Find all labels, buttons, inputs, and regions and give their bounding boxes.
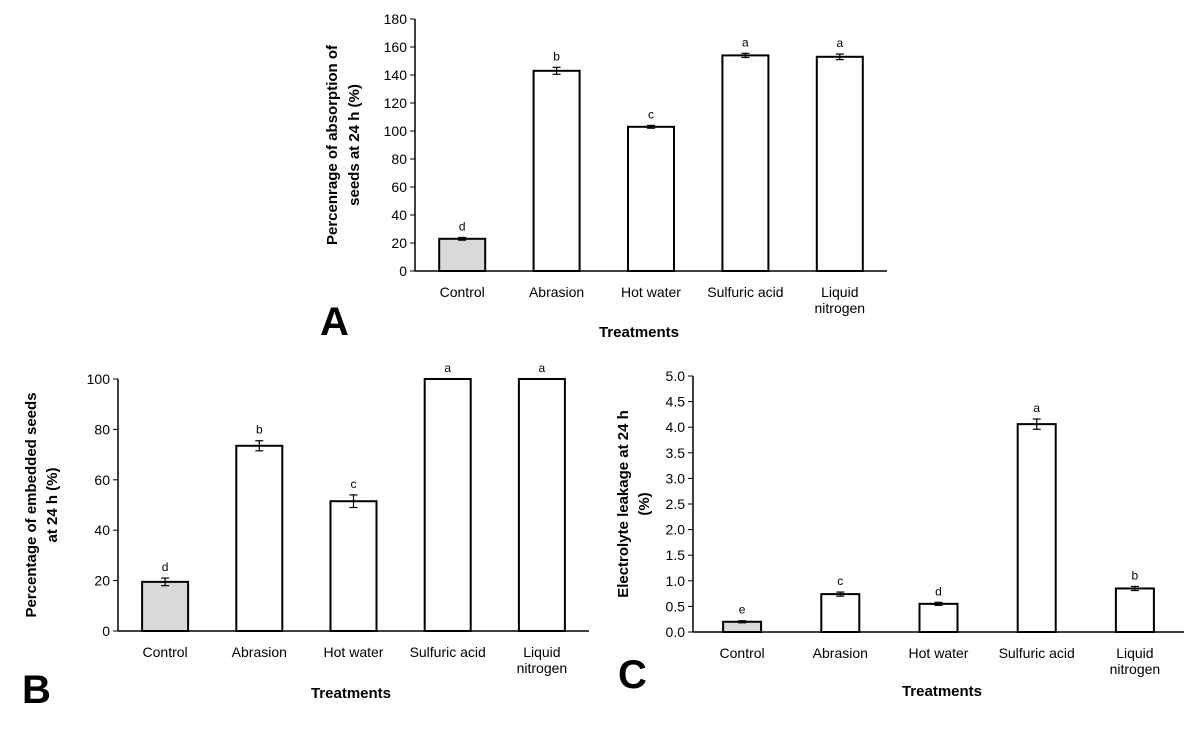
significance-letter-sulfuric-acid: a: [742, 35, 749, 49]
significance-letter-hot-water: c: [351, 477, 357, 491]
y-tick-label: 0: [399, 263, 407, 279]
bar-abrasion: [532, 69, 581, 272]
significance-letter-control: d: [459, 219, 466, 233]
y-tick-label: 80: [94, 421, 110, 437]
y-tick-label: 40: [94, 522, 110, 538]
panel-label: B: [22, 668, 51, 712]
category-label-sulfuric-acid: Sulfuric acid: [410, 644, 486, 660]
bar-sulfuric-acid: [423, 378, 472, 632]
y-tick-label: 2.5: [666, 496, 686, 512]
significance-letter-abrasion: b: [256, 423, 263, 437]
bar-abrasion: [235, 444, 284, 632]
category-label-control: Control: [143, 644, 188, 660]
significance-letter-liquid-nitrogen: b: [1132, 568, 1139, 582]
y-tick-label: 0.0: [666, 624, 686, 640]
significance-letter-abrasion: b: [553, 49, 560, 63]
y-tick-label: 2.0: [666, 522, 686, 538]
y-tick-label: 40: [391, 207, 407, 223]
significance-letter-abrasion: c: [837, 574, 843, 588]
y-tick-label: 0: [102, 623, 110, 639]
x-axis-title: Treatments: [902, 683, 982, 700]
category-label-sulfuric-acid: Sulfuric acid: [999, 645, 1075, 661]
y-tick-label: 140: [384, 67, 408, 83]
chart-c: 0.0 0.5 1.0 1.5 2.0 2.5 3.0 3.5 4.0 4.5 5.0 e Contro…: [615, 368, 1184, 700]
bar-abrasion: [820, 593, 861, 633]
significance-letter-hot-water: c: [648, 107, 654, 121]
y-tick-label: 60: [391, 179, 407, 195]
significance-letter-hot-water: d: [935, 584, 942, 598]
category-label-liquid-nitrogen: Liquid nitrogen: [1110, 645, 1161, 677]
chart-a: 0 20 40 60 80 100 120 140 160 180 d Control b Abrasio…: [320, 11, 887, 344]
x-axis-title: Treatments: [311, 685, 391, 702]
y-tick-label: 4.0: [666, 419, 686, 435]
category-label-control: Control: [720, 645, 765, 661]
y-tick-label: 4.5: [666, 394, 686, 410]
category-label-abrasion: Abrasion: [813, 645, 868, 661]
category-label-sulfuric-acid: Sulfuric acid: [707, 284, 783, 300]
bar-control: [438, 237, 487, 273]
y-axis-title: Percenrage of absorption of seeds at 24 h…: [324, 44, 363, 245]
y-tick-label: 100: [384, 123, 408, 139]
category-label-liquid-nitrogen: Liquid nitrogen: [517, 644, 568, 676]
y-tick-label: 160: [384, 39, 408, 55]
x-axis-title: Treatments: [599, 324, 679, 341]
bar-hot-water: [627, 125, 675, 272]
significance-letter-liquid-nitrogen: a: [836, 36, 843, 50]
bar-sulfuric-acid: [1016, 423, 1057, 633]
panel-label: C: [618, 653, 647, 697]
category-label-abrasion: Abrasion: [232, 644, 287, 660]
category-label-liquid-nitrogen: Liquid nitrogen: [815, 284, 866, 316]
significance-letter-liquid-nitrogen: a: [539, 361, 546, 375]
category-label-hot-water: Hot water: [621, 284, 681, 300]
y-tick-label: 0.5: [666, 598, 686, 614]
bar-liquid-nitrogen: [517, 378, 566, 632]
significance-letter-control: e: [739, 603, 746, 617]
y-tick-label: 5.0: [666, 368, 686, 384]
y-axis-title: Percentage of embedded seeds at 24 h (%): [23, 392, 61, 617]
category-label-abrasion: Abrasion: [529, 284, 584, 300]
y-tick-label: 20: [391, 235, 407, 251]
y-tick-label: 120: [384, 95, 408, 111]
y-tick-label: 1.5: [666, 547, 686, 563]
category-label-control: Control: [440, 284, 485, 300]
y-tick-label: 80: [391, 151, 407, 167]
bar-sulfuric-acid: [721, 54, 770, 273]
y-tick-label: 180: [384, 11, 408, 27]
y-tick-label: 100: [87, 371, 111, 387]
bar-hot-water: [918, 602, 959, 634]
bar-hot-water: [329, 500, 378, 632]
y-tick-label: 3.0: [666, 470, 686, 486]
y-tick-label: 20: [94, 573, 110, 589]
significance-letter-control: d: [162, 560, 169, 574]
y-axis-title: Electrolyte leakage at 24 h (%): [615, 410, 653, 598]
panel-label: A: [320, 300, 349, 344]
bar-control: [141, 580, 190, 632]
category-label-hot-water: Hot water: [324, 644, 384, 660]
chart-b: 0 20 40 60 80 100 d Control b Abrasion c Hot water a…: [22, 361, 589, 712]
y-tick-label: 3.5: [666, 445, 686, 461]
significance-letter-sulfuric-acid: a: [1033, 401, 1040, 415]
bar-liquid-nitrogen: [1114, 587, 1155, 633]
y-tick-label: 1.0: [666, 573, 686, 589]
significance-letter-sulfuric-acid: a: [444, 361, 451, 375]
y-tick-label: 60: [94, 472, 110, 488]
category-label-hot-water: Hot water: [909, 645, 969, 661]
bar-liquid-nitrogen: [815, 55, 864, 272]
